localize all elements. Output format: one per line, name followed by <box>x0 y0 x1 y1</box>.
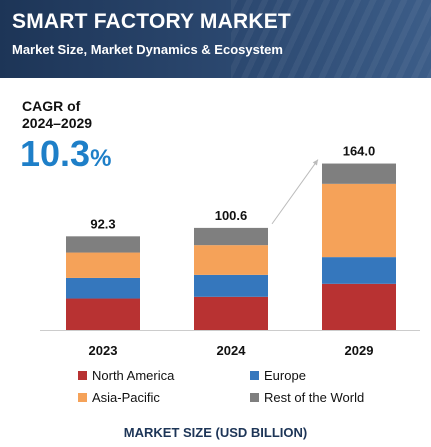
bar-segment-rest-of-the-world-2024 <box>194 227 268 246</box>
legend-label: North America <box>92 368 175 383</box>
cagr-value: 10.3% <box>20 134 111 179</box>
category-label-2023: 2023 <box>89 343 118 358</box>
legend-label: Rest of the World <box>264 390 365 405</box>
bar-segment-europe-2029 <box>322 257 396 284</box>
bar-segment-north-america-2023 <box>66 298 140 330</box>
cagr-number: 10.3 <box>20 133 91 174</box>
bar-segment-rest-of-the-world-2023 <box>66 236 140 253</box>
cagr-label: CAGR of 2024–2029 <box>22 98 93 131</box>
bar-segment-rest-of-the-world-2029 <box>322 163 396 184</box>
legend-item-asia-pacific: Asia-Pacific <box>78 390 160 405</box>
bar-segment-asia-pacific-2029 <box>322 183 396 258</box>
legend-label: Europe <box>264 368 306 383</box>
header-decoration <box>231 0 431 78</box>
x-axis-label: MARKET SIZE (USD BILLION) <box>123 425 308 440</box>
legend-item-north-america: North America <box>78 368 174 383</box>
cagr-unit: % <box>90 145 112 172</box>
bar-segment-europe-2023 <box>66 277 140 299</box>
total-label-2023: 92.3 <box>90 216 115 231</box>
chart-subtitle: Market Size, Market Dynamics & Ecosystem <box>12 42 283 57</box>
header-banner: SMART FACTORY MARKET Market Size, Market… <box>0 0 431 78</box>
bar-segment-north-america-2024 <box>194 296 268 330</box>
category-label-2029: 2029 <box>345 343 374 358</box>
bar-segment-asia-pacific-2023 <box>66 252 140 278</box>
chart-title: SMART FACTORY MARKET <box>12 10 291 33</box>
bar-segment-north-america-2029 <box>322 283 396 330</box>
legend-label: Asia-Pacific <box>92 390 160 405</box>
growth-connector-line <box>271 159 319 225</box>
legend-swatch <box>78 393 87 403</box>
category-label-2024: 2024 <box>217 343 247 358</box>
legend-item-rest-of-the-world: Rest of the World <box>250 390 364 405</box>
legend-swatch <box>250 393 259 403</box>
legend-swatch <box>78 371 87 381</box>
total-label-2024: 100.6 <box>215 208 248 223</box>
total-label-2029: 164.0 <box>343 144 376 159</box>
legend-item-europe: Europe <box>250 368 306 383</box>
bar-segment-europe-2024 <box>194 274 268 297</box>
legend-swatch <box>250 371 259 381</box>
growth-connector-arrowhead <box>312 159 318 166</box>
bar-segment-asia-pacific-2024 <box>194 245 268 275</box>
